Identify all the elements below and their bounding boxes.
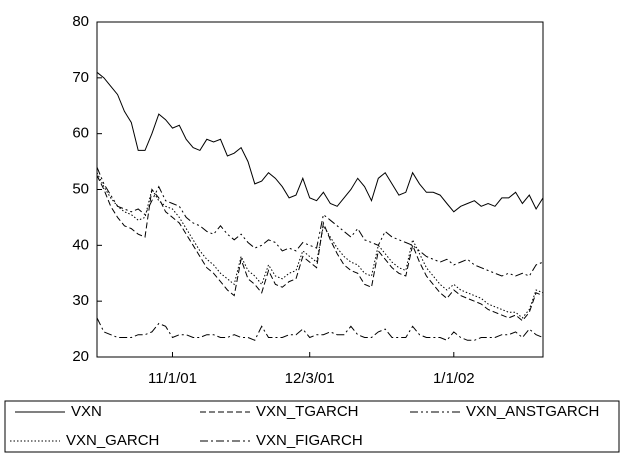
- x-tick-label: 12/3/01: [285, 370, 335, 387]
- y-tick-label: 20: [72, 348, 89, 365]
- series-line: [96, 172, 544, 319]
- x-tick-label: 1/1/02: [433, 370, 475, 387]
- legend-label: VXN_GARCH: [66, 432, 159, 449]
- y-tick-label: 80: [72, 13, 89, 30]
- series-line: [96, 317, 544, 341]
- y-tick-label: 40: [72, 236, 89, 253]
- legend-label: VXN: [71, 403, 102, 420]
- x-tick-label: 11/1/01: [148, 370, 197, 387]
- y-tick-label: 50: [72, 180, 89, 197]
- plot-frame: [96, 21, 544, 358]
- legend-label: VXN_TGARCH: [256, 403, 359, 420]
- legend-label: VXN_FIGARCH: [256, 432, 363, 449]
- legend-box: [4, 400, 620, 453]
- series-line: [96, 167, 544, 277]
- y-tick-label: 60: [72, 125, 89, 142]
- series-line: [96, 71, 544, 213]
- y-tick-label: 30: [72, 292, 89, 309]
- legend-label: VXN_ANSTGARCH: [466, 403, 599, 420]
- y-tick-label: 70: [72, 69, 89, 86]
- series-line: [96, 175, 544, 322]
